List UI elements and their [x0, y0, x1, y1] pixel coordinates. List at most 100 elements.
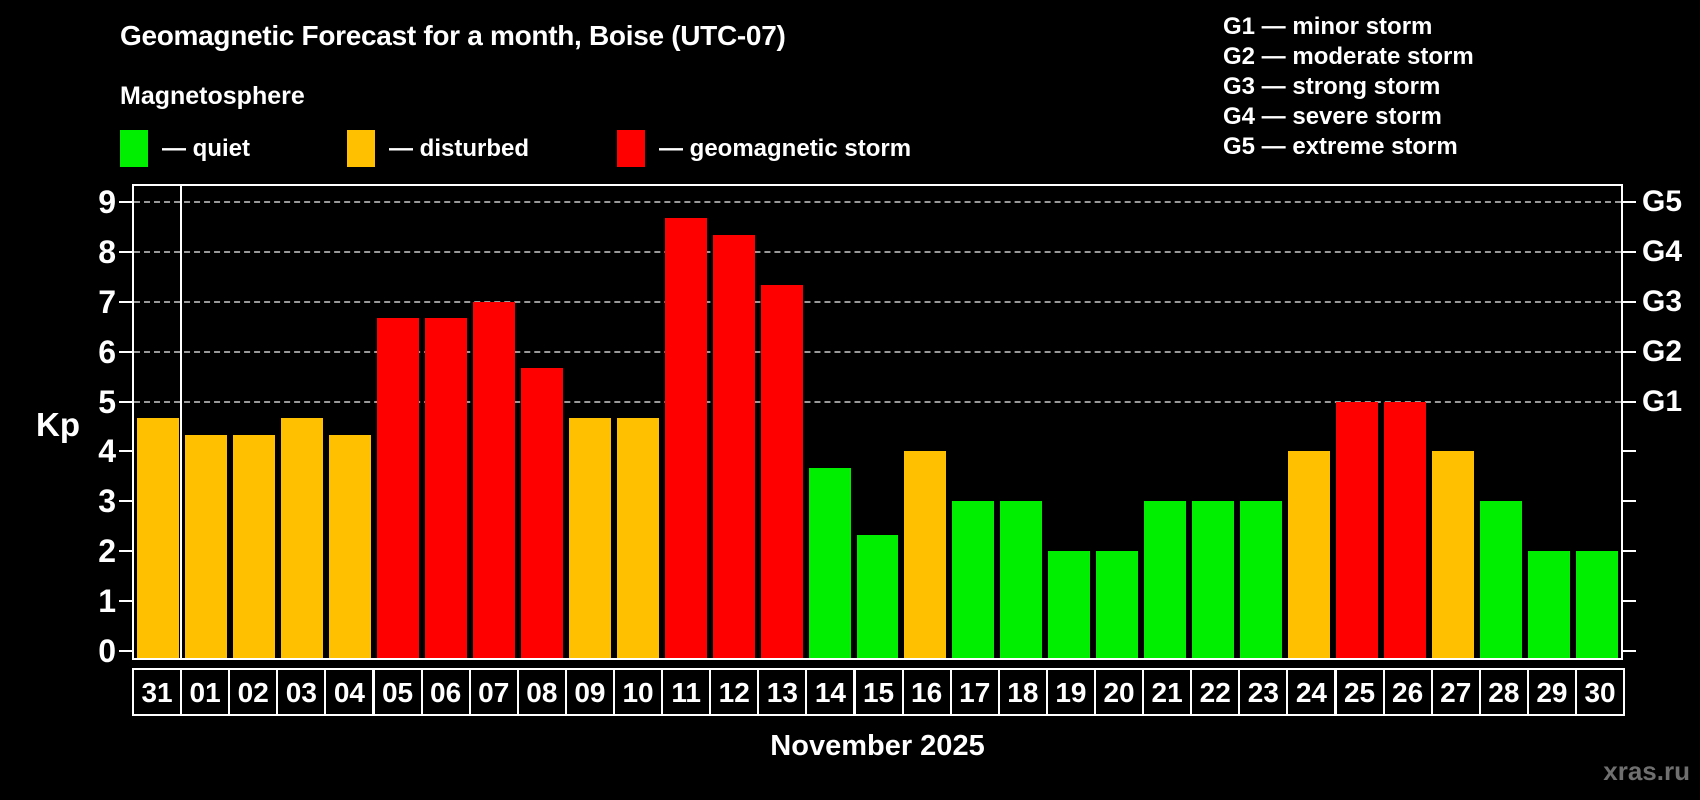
kp-bar-day-30 — [1576, 551, 1618, 658]
g1-legend-line: G1 — minor storm — [1223, 13, 1433, 40]
y-tick-label-6: 6 — [98, 333, 116, 370]
date-box-18: 18 — [997, 668, 1048, 716]
date-box-16: 16 — [901, 668, 952, 716]
y-tick-label-0: 0 — [98, 633, 116, 669]
y-tick-right-6 — [1623, 350, 1636, 353]
kp-bar-day-02 — [232, 434, 275, 658]
date-box-19: 19 — [1045, 668, 1096, 716]
date-box-20: 20 — [1094, 668, 1145, 716]
legend-item-disturbed: — disturbed — [347, 130, 529, 167]
date-box-10: 10 — [613, 668, 664, 716]
y-tick-left-0 — [119, 650, 132, 652]
y-tick-left-4 — [119, 450, 132, 453]
date-box-11: 11 — [661, 668, 712, 716]
kp-bar-day-14 — [808, 467, 851, 658]
y-tick-right-9 — [1623, 200, 1636, 203]
watermark: xras.ru — [1603, 756, 1690, 786]
y-axis-title: Kp — [36, 406, 80, 443]
gridline-kp6 — [134, 350, 1621, 353]
y-tick-left-1 — [119, 600, 132, 603]
legend-item-quiet: — quiet — [120, 130, 250, 167]
kp-bar-day-25 — [1336, 401, 1379, 658]
kp-bar-day-27 — [1432, 451, 1475, 658]
y-tick-right-7 — [1623, 300, 1636, 303]
date-box-08: 08 — [516, 668, 567, 716]
y-tick-left-5 — [119, 400, 132, 403]
right-axis-label-g4: G4 — [1642, 234, 1683, 268]
date-box-22: 22 — [1190, 668, 1241, 716]
kp-bar-day-21 — [1144, 501, 1187, 658]
gridline-kp7 — [134, 300, 1621, 303]
date-box-03: 03 — [276, 668, 327, 716]
y-tick-left-3 — [119, 500, 132, 503]
kp-bar-day-07 — [472, 301, 515, 658]
kp-bar-day-29 — [1528, 551, 1571, 658]
month-separator-line — [179, 186, 182, 658]
date-box-27: 27 — [1430, 668, 1481, 716]
kp-bar-day-24 — [1288, 451, 1331, 658]
date-box-13: 13 — [757, 668, 808, 716]
gridline-kp9 — [134, 200, 1621, 203]
date-box-01: 01 — [180, 668, 231, 716]
kp-bar-day-01 — [184, 434, 227, 658]
disturbed-swatch-icon — [347, 130, 375, 167]
date-box-23: 23 — [1238, 668, 1289, 716]
legend-item-storm: — geomagnetic storm — [617, 130, 911, 167]
kp-bar-day-20 — [1096, 551, 1139, 658]
date-box-30: 30 — [1575, 668, 1626, 716]
y-tick-right-0 — [1623, 650, 1636, 652]
y-tick-left-7 — [119, 300, 132, 303]
date-box-05: 05 — [372, 668, 423, 716]
date-box-14: 14 — [805, 668, 856, 716]
kp-bar-day-11 — [664, 218, 707, 658]
y-tick-left-2 — [119, 550, 132, 553]
gridline-kp8 — [134, 250, 1621, 253]
kp-bar-day-05 — [376, 318, 419, 658]
y-tick-right-8 — [1623, 250, 1636, 253]
kp-bar-day-16 — [904, 451, 947, 658]
g3-legend-line: G3 — strong storm — [1223, 73, 1441, 100]
kp-bar-day-09 — [568, 417, 611, 658]
date-box-12: 12 — [709, 668, 760, 716]
plot-area — [134, 186, 1621, 658]
y-tick-right-3 — [1623, 500, 1636, 503]
legend-label-disturbed: — disturbed — [389, 134, 530, 162]
y-tick-right-4 — [1623, 450, 1636, 453]
kp-bar-day-28 — [1480, 501, 1523, 658]
legend-label-storm: — geomagnetic storm — [659, 134, 912, 162]
kp-bar-day-15 — [856, 534, 899, 658]
y-tick-left-6 — [119, 350, 132, 353]
date-box-25: 25 — [1334, 668, 1385, 716]
y-tick-label-2: 2 — [98, 533, 116, 570]
date-box-17: 17 — [949, 668, 1000, 716]
page-title: Geomagnetic Forecast for a month, Boise … — [120, 20, 786, 51]
g4-legend-line: G4 — severe storm — [1223, 103, 1442, 130]
date-box-15: 15 — [853, 668, 904, 716]
quiet-swatch-icon — [120, 130, 148, 167]
date-box-09: 09 — [564, 668, 615, 716]
kp-bar-day-06 — [424, 318, 467, 658]
kp-bar-day-12 — [712, 235, 755, 658]
date-box-24: 24 — [1286, 668, 1337, 716]
y-tick-label-1: 1 — [98, 583, 116, 620]
y-tick-label-8: 8 — [98, 233, 116, 270]
date-box-04: 04 — [324, 668, 375, 716]
right-axis-label-g1: G1 — [1642, 384, 1683, 418]
kp-bar-day-18 — [1000, 501, 1043, 658]
kp-bar-day-03 — [280, 417, 323, 658]
y-tick-label-9: 9 — [98, 183, 116, 220]
y-tick-left-9 — [119, 200, 132, 203]
y-tick-label-3: 3 — [98, 483, 116, 520]
y-tick-label-5: 5 — [98, 383, 116, 420]
kp-bar-day-10 — [616, 417, 659, 658]
kp-bar-day-08 — [520, 368, 563, 658]
y-tick-label-7: 7 — [98, 283, 116, 320]
kp-bar-day-19 — [1048, 551, 1091, 658]
y-tick-right-5 — [1623, 400, 1636, 403]
kp-bar-day-17 — [952, 501, 995, 658]
right-axis-label-g5: G5 — [1642, 184, 1683, 218]
kp-bar-day-23 — [1240, 501, 1283, 658]
y-tick-label-4: 4 — [98, 433, 116, 470]
kp-bar-day-26 — [1384, 401, 1427, 658]
